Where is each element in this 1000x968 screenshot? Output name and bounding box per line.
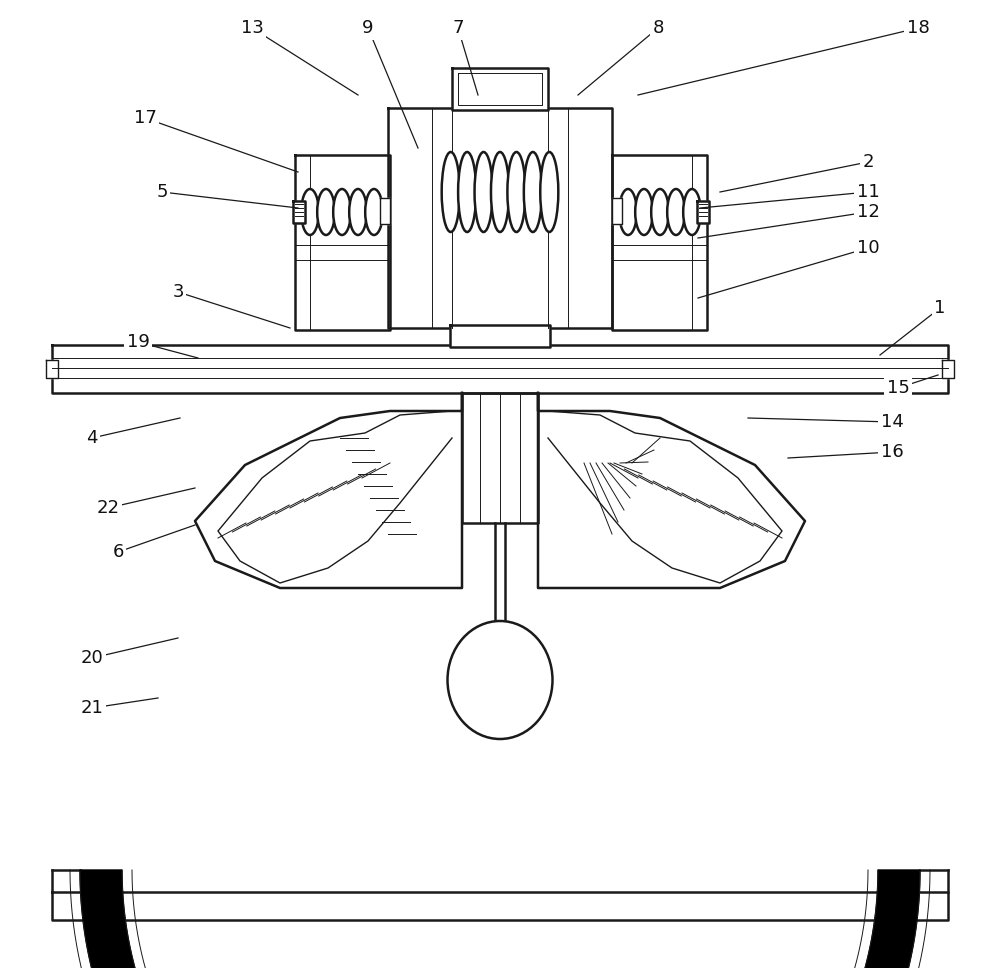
Text: 8: 8	[652, 19, 664, 37]
Ellipse shape	[635, 189, 653, 235]
Polygon shape	[612, 155, 707, 330]
Polygon shape	[538, 393, 805, 588]
Text: 2: 2	[862, 153, 874, 171]
Text: 15: 15	[887, 379, 909, 397]
Ellipse shape	[475, 152, 493, 232]
Polygon shape	[46, 360, 58, 378]
Polygon shape	[122, 870, 878, 968]
Ellipse shape	[349, 189, 367, 235]
Polygon shape	[697, 201, 709, 223]
Text: 18: 18	[907, 19, 929, 37]
Ellipse shape	[317, 189, 335, 235]
Text: 16: 16	[881, 443, 903, 461]
Polygon shape	[80, 870, 920, 968]
Polygon shape	[293, 201, 305, 223]
Ellipse shape	[448, 621, 552, 739]
Text: 3: 3	[172, 283, 184, 301]
Text: 17: 17	[134, 109, 156, 127]
Text: 22: 22	[96, 499, 120, 517]
Ellipse shape	[365, 189, 383, 235]
Ellipse shape	[619, 189, 637, 235]
Text: 14: 14	[881, 413, 903, 431]
Text: 10: 10	[857, 239, 879, 257]
Polygon shape	[388, 108, 612, 328]
Polygon shape	[450, 325, 550, 347]
Text: 20: 20	[81, 649, 103, 667]
Ellipse shape	[333, 189, 351, 235]
Text: 6: 6	[112, 543, 124, 561]
Ellipse shape	[301, 189, 319, 235]
Text: 1: 1	[934, 299, 946, 317]
Text: 7: 7	[452, 19, 464, 37]
Polygon shape	[612, 198, 622, 224]
Ellipse shape	[442, 152, 460, 232]
Text: 9: 9	[362, 19, 374, 37]
Polygon shape	[452, 68, 548, 110]
Text: 4: 4	[86, 429, 98, 447]
Ellipse shape	[491, 152, 509, 232]
Ellipse shape	[524, 152, 542, 232]
Text: 13: 13	[241, 19, 263, 37]
Text: 5: 5	[156, 183, 168, 201]
Polygon shape	[52, 892, 948, 920]
Ellipse shape	[507, 152, 525, 232]
Text: 11: 11	[857, 183, 879, 201]
Polygon shape	[52, 345, 948, 393]
Text: 21: 21	[81, 699, 103, 717]
Ellipse shape	[683, 189, 701, 235]
Text: 19: 19	[127, 333, 149, 351]
Ellipse shape	[540, 152, 558, 232]
Polygon shape	[195, 393, 462, 588]
Polygon shape	[942, 360, 954, 378]
Ellipse shape	[667, 189, 685, 235]
Ellipse shape	[458, 152, 476, 232]
Text: 12: 12	[857, 203, 879, 221]
Ellipse shape	[651, 189, 669, 235]
Polygon shape	[380, 198, 390, 224]
Polygon shape	[295, 155, 390, 330]
Polygon shape	[458, 73, 542, 105]
Polygon shape	[462, 393, 538, 523]
